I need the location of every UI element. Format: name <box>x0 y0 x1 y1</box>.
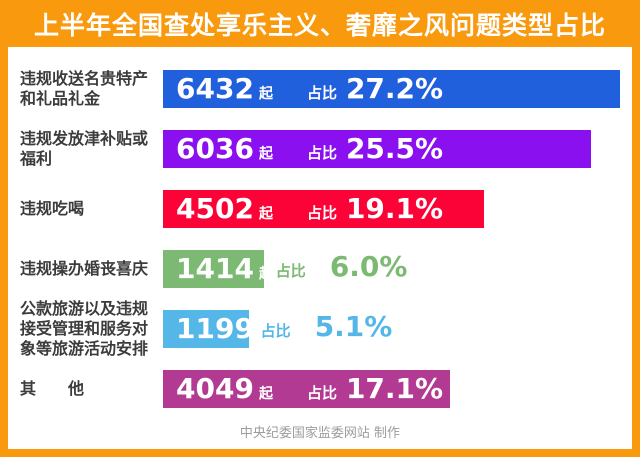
chart-row: 违规操办婚丧喜庆 1414 起 占比 6.0% <box>8 239 632 299</box>
category-label: 其 他 <box>20 379 85 398</box>
case-unit-label: 起 <box>258 86 273 102</box>
share-label: 占比 <box>306 384 337 402</box>
case-count: 4502 <box>176 192 254 225</box>
bar: 6036 起 占比 25.5% <box>163 130 592 168</box>
chart-row: 公款旅游以及违规 接受管理和服务对 象等旅游活动安排 1199 起 占比 5.1% <box>8 299 632 359</box>
case-count: 1199 <box>176 312 254 345</box>
case-unit-label: 起 <box>258 386 273 402</box>
bar-area: 1414 起 占比 6.0% <box>163 248 632 290</box>
chart-row: 其 他 4049 起 占比 17.1% <box>8 359 632 419</box>
share-label: 占比 <box>306 84 337 102</box>
bar-rows: 违规收送名贵特产 和礼品礼金 6432 起占比 27.2% 违规发放津补贴或 福利 60… <box>8 59 632 419</box>
bar-area: 4049 起 占比 17.1% <box>163 370 632 408</box>
chart-panel: 违规收送名贵特产 和礼品礼金 6432 起占比 27.2% 违规发放津补贴或 福利 60… <box>8 47 632 449</box>
bar-area: 6036 起 占比 25.5% <box>163 130 632 168</box>
share-label: 占比 <box>260 322 291 340</box>
share-label: 占比 <box>275 262 306 280</box>
case-count: 4049 <box>176 372 254 405</box>
share-percent: 6.0% <box>329 250 408 283</box>
share-percent: 17.1% <box>345 372 444 405</box>
case-count: 6432 <box>176 72 254 105</box>
share-percent: 5.1% <box>314 310 393 343</box>
chart-row: 违规吃喝 4502 起 占比 19.1% <box>8 179 632 239</box>
chart-row: 违规收送名贵特产 和礼品礼金 6432 起 占比 27.2% <box>8 59 632 119</box>
share-percent: 25.5% <box>345 132 444 165</box>
case-unit-label: 起 <box>258 326 273 342</box>
bar-area: 6432 起 占比 27.2% <box>163 70 632 108</box>
outside-share: 占比 6.0% <box>276 248 408 290</box>
case-unit-label: 起 <box>258 146 273 162</box>
title-band: 上半年全国查处享乐主义、奢靡之风问题类型占比 <box>0 0 640 47</box>
bar: 1414 起 <box>163 250 273 288</box>
case-unit-label: 起 <box>258 206 273 222</box>
chart-title: 上半年全国查处享乐主义、奢靡之风问题类型占比 <box>33 10 606 40</box>
chart-row: 违规发放津补贴或 福利 6036 起 占比 25.5% <box>8 119 632 179</box>
bar: 4049 起 占比 17.1% <box>163 370 451 408</box>
bar: 1199 起 <box>163 310 273 348</box>
category-label: 违规操办婚丧喜庆 <box>20 259 149 278</box>
bar: 6432 起 占比 27.2% <box>163 70 620 108</box>
share-percent: 27.2% <box>345 72 444 105</box>
category-label: 违规发放津补贴或 福利 <box>20 129 149 168</box>
outside-share: 占比 5.1% <box>261 308 393 350</box>
bar-area: 4502 起 占比 19.1% <box>163 190 632 228</box>
share-label: 占比 <box>306 204 337 222</box>
bar-area: 1199 起 占比 5.1% <box>163 308 632 350</box>
category-label: 违规收送名贵特产 和礼品礼金 <box>20 69 149 108</box>
category-label: 违规吃喝 <box>20 199 85 218</box>
bar: 4502 起 占比 19.1% <box>163 190 484 228</box>
case-count: 6036 <box>176 132 254 165</box>
share-percent: 19.1% <box>345 192 444 225</box>
share-label: 占比 <box>306 144 337 162</box>
source-credit: 中央纪委国家监委网站 制作 <box>239 426 401 441</box>
case-unit-label: 起 <box>258 266 273 282</box>
category-label: 公款旅游以及违规 接受管理和服务对 象等旅游活动安排 <box>20 299 149 358</box>
case-count: 1414 <box>176 252 254 285</box>
